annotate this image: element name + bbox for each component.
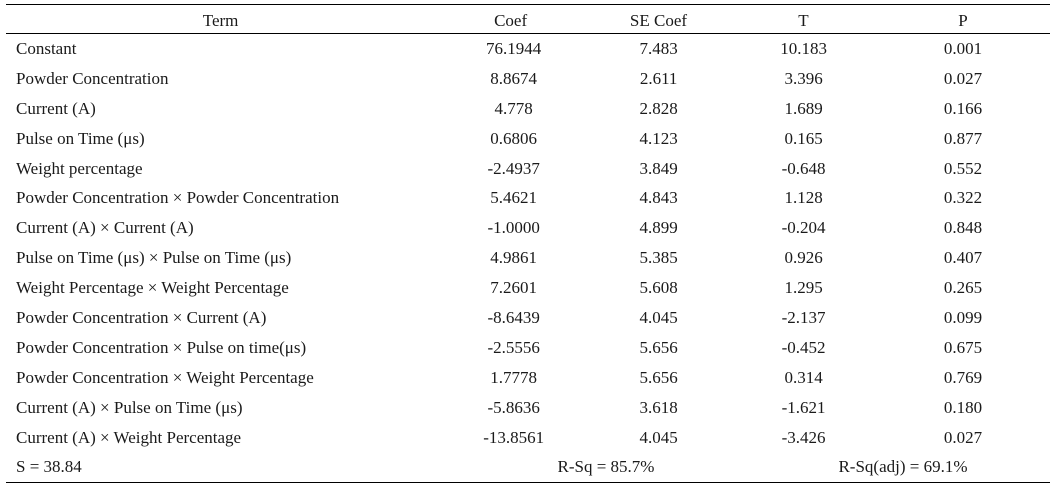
cell-t: -0.204 bbox=[781, 218, 826, 238]
cell-se-coef: 4.899 bbox=[639, 218, 678, 238]
cell-t: 0.314 bbox=[784, 367, 823, 387]
cell-p: 0.099 bbox=[943, 307, 983, 327]
cell-p: 0.552 bbox=[943, 158, 983, 178]
table-row: Current (A) 4.778 2.828 1.689 0.166 bbox=[6, 94, 1050, 124]
cell-term: Powder Concentration × Weight Percentage bbox=[16, 367, 314, 387]
cell-coef: 4.9861 bbox=[490, 248, 538, 268]
cell-t: -3.426 bbox=[781, 427, 826, 447]
cell-se-coef: 7.483 bbox=[639, 38, 678, 58]
cell-se-coef: 5.656 bbox=[639, 367, 678, 387]
cell-t: 3.396 bbox=[784, 68, 823, 88]
cell-coef: -5.8636 bbox=[487, 397, 540, 417]
cell-p: 0.407 bbox=[943, 248, 983, 268]
cell-term: Powder Concentration × Powder Concentrat… bbox=[16, 188, 340, 208]
cell-t: 0.165 bbox=[784, 128, 823, 148]
cell-term: Current (A) × Pulse on Time (μs) bbox=[16, 397, 243, 417]
cell-p: 0.166 bbox=[943, 98, 983, 118]
cell-coef: 76.1944 bbox=[486, 38, 542, 58]
cell-p: 0.769 bbox=[943, 367, 983, 387]
cell-p: 0.675 bbox=[943, 337, 983, 357]
cell-coef: -13.8561 bbox=[483, 427, 545, 447]
header-coef: Coef bbox=[494, 10, 528, 30]
cell-term: Pulse on Time (μs) bbox=[16, 128, 145, 148]
cell-coef: 5.4621 bbox=[490, 188, 538, 208]
cell-se-coef: 4.843 bbox=[639, 188, 678, 208]
cell-term: Powder Concentration bbox=[16, 68, 169, 88]
cell-p: 0.322 bbox=[943, 188, 983, 208]
cell-se-coef: 5.656 bbox=[639, 337, 678, 357]
cell-p: 0.027 bbox=[943, 427, 983, 447]
table-row: Weight Percentage × Weight Percentage 7.… bbox=[6, 273, 1050, 303]
table-header-rule bbox=[6, 33, 1050, 34]
cell-term: Current (A) bbox=[16, 98, 96, 118]
cell-term: Constant bbox=[16, 38, 77, 58]
table-top-rule bbox=[6, 4, 1050, 5]
cell-coef: -2.4937 bbox=[487, 158, 540, 178]
cell-coef: 7.2601 bbox=[490, 278, 538, 298]
table-bottom-rule bbox=[6, 482, 1050, 484]
cell-term: Current (A) × Weight Percentage bbox=[16, 427, 242, 447]
cell-coef: -8.6439 bbox=[487, 307, 540, 327]
cell-se-coef: 3.618 bbox=[639, 397, 678, 417]
cell-t: 0.926 bbox=[784, 248, 823, 268]
table-row: Pulse on Time (μs) 0.6806 4.123 0.165 0.… bbox=[6, 124, 1050, 154]
table-summary-row: S = 38.84 R-Sq = 85.7% R-Sq(adj) = 69.1% bbox=[6, 452, 1050, 482]
cell-coef: -1.0000 bbox=[487, 218, 540, 238]
cell-coef: 8.8674 bbox=[490, 68, 538, 88]
header-se-coef: SE Coef bbox=[629, 10, 688, 30]
cell-term: Powder Concentration × Pulse on time(μs) bbox=[16, 337, 307, 357]
cell-coef: 0.6806 bbox=[490, 128, 538, 148]
cell-p: 0.848 bbox=[943, 218, 983, 238]
header-term: Term bbox=[202, 10, 239, 30]
summary-r-sq-adj: R-Sq(adj) = 69.1% bbox=[838, 457, 968, 477]
cell-t: 1.128 bbox=[784, 188, 823, 208]
cell-t: -0.648 bbox=[781, 158, 826, 178]
summary-s: S = 38.84 bbox=[16, 457, 82, 477]
cell-t: 1.689 bbox=[784, 98, 823, 118]
table-row: Powder Concentration 8.8674 2.611 3.396 … bbox=[6, 64, 1050, 94]
table-row: Powder Concentration × Pulse on time(μs)… bbox=[6, 333, 1050, 363]
summary-r-sq: R-Sq = 85.7% bbox=[557, 457, 655, 477]
cell-t: -0.452 bbox=[781, 337, 826, 357]
table-row: Pulse on Time (μs) × Pulse on Time (μs) … bbox=[6, 243, 1050, 273]
cell-term: Powder Concentration × Current (A) bbox=[16, 307, 267, 327]
cell-p: 0.001 bbox=[943, 38, 983, 58]
cell-t: -2.137 bbox=[781, 307, 826, 327]
table-row: Constant 76.1944 7.483 10.183 0.001 bbox=[6, 34, 1050, 64]
cell-se-coef: 5.385 bbox=[639, 248, 678, 268]
table-row: Current (A) × Pulse on Time (μs) -5.8636… bbox=[6, 393, 1050, 423]
table-row: Powder Concentration × Powder Concentrat… bbox=[6, 183, 1050, 213]
cell-t: -1.621 bbox=[781, 397, 826, 417]
cell-p: 0.180 bbox=[943, 397, 983, 417]
cell-se-coef: 2.828 bbox=[639, 98, 678, 118]
cell-p: 0.877 bbox=[943, 128, 983, 148]
table-row: Weight percentage -2.4937 3.849 -0.648 0… bbox=[6, 154, 1050, 184]
table-row: Powder Concentration × Current (A) -8.64… bbox=[6, 303, 1050, 333]
cell-se-coef: 4.045 bbox=[639, 307, 678, 327]
cell-p: 0.027 bbox=[943, 68, 983, 88]
cell-t: 10.183 bbox=[780, 38, 827, 58]
table-row: Powder Concentration × Weight Percentage… bbox=[6, 363, 1050, 393]
cell-coef: -2.5556 bbox=[487, 337, 540, 357]
cell-se-coef: 4.045 bbox=[639, 427, 678, 447]
cell-se-coef: 5.608 bbox=[639, 278, 678, 298]
cell-p: 0.265 bbox=[943, 278, 983, 298]
cell-term: Pulse on Time (μs) × Pulse on Time (μs) bbox=[16, 248, 292, 268]
cell-term: Weight percentage bbox=[16, 158, 143, 178]
table-row: Current (A) × Current (A) -1.0000 4.899 … bbox=[6, 213, 1050, 243]
cell-term: Weight Percentage × Weight Percentage bbox=[16, 278, 289, 298]
cell-se-coef: 4.123 bbox=[639, 128, 678, 148]
table-header-row: Term Coef SE Coef T P bbox=[6, 8, 1050, 33]
cell-t: 1.295 bbox=[784, 278, 823, 298]
header-p: P bbox=[958, 10, 968, 30]
regression-table: Term Coef SE Coef T P Constant 76.1944 7… bbox=[6, 0, 1050, 484]
header-t: T bbox=[798, 10, 809, 30]
cell-term: Current (A) × Current (A) bbox=[16, 218, 194, 238]
table-row: Current (A) × Weight Percentage -13.8561… bbox=[6, 423, 1050, 453]
cell-se-coef: 3.849 bbox=[639, 158, 678, 178]
table-body: Constant 76.1944 7.483 10.183 0.001 Powd… bbox=[6, 34, 1050, 482]
cell-coef: 4.778 bbox=[494, 98, 533, 118]
cell-se-coef: 2.611 bbox=[639, 68, 678, 88]
cell-coef: 1.7778 bbox=[490, 367, 538, 387]
